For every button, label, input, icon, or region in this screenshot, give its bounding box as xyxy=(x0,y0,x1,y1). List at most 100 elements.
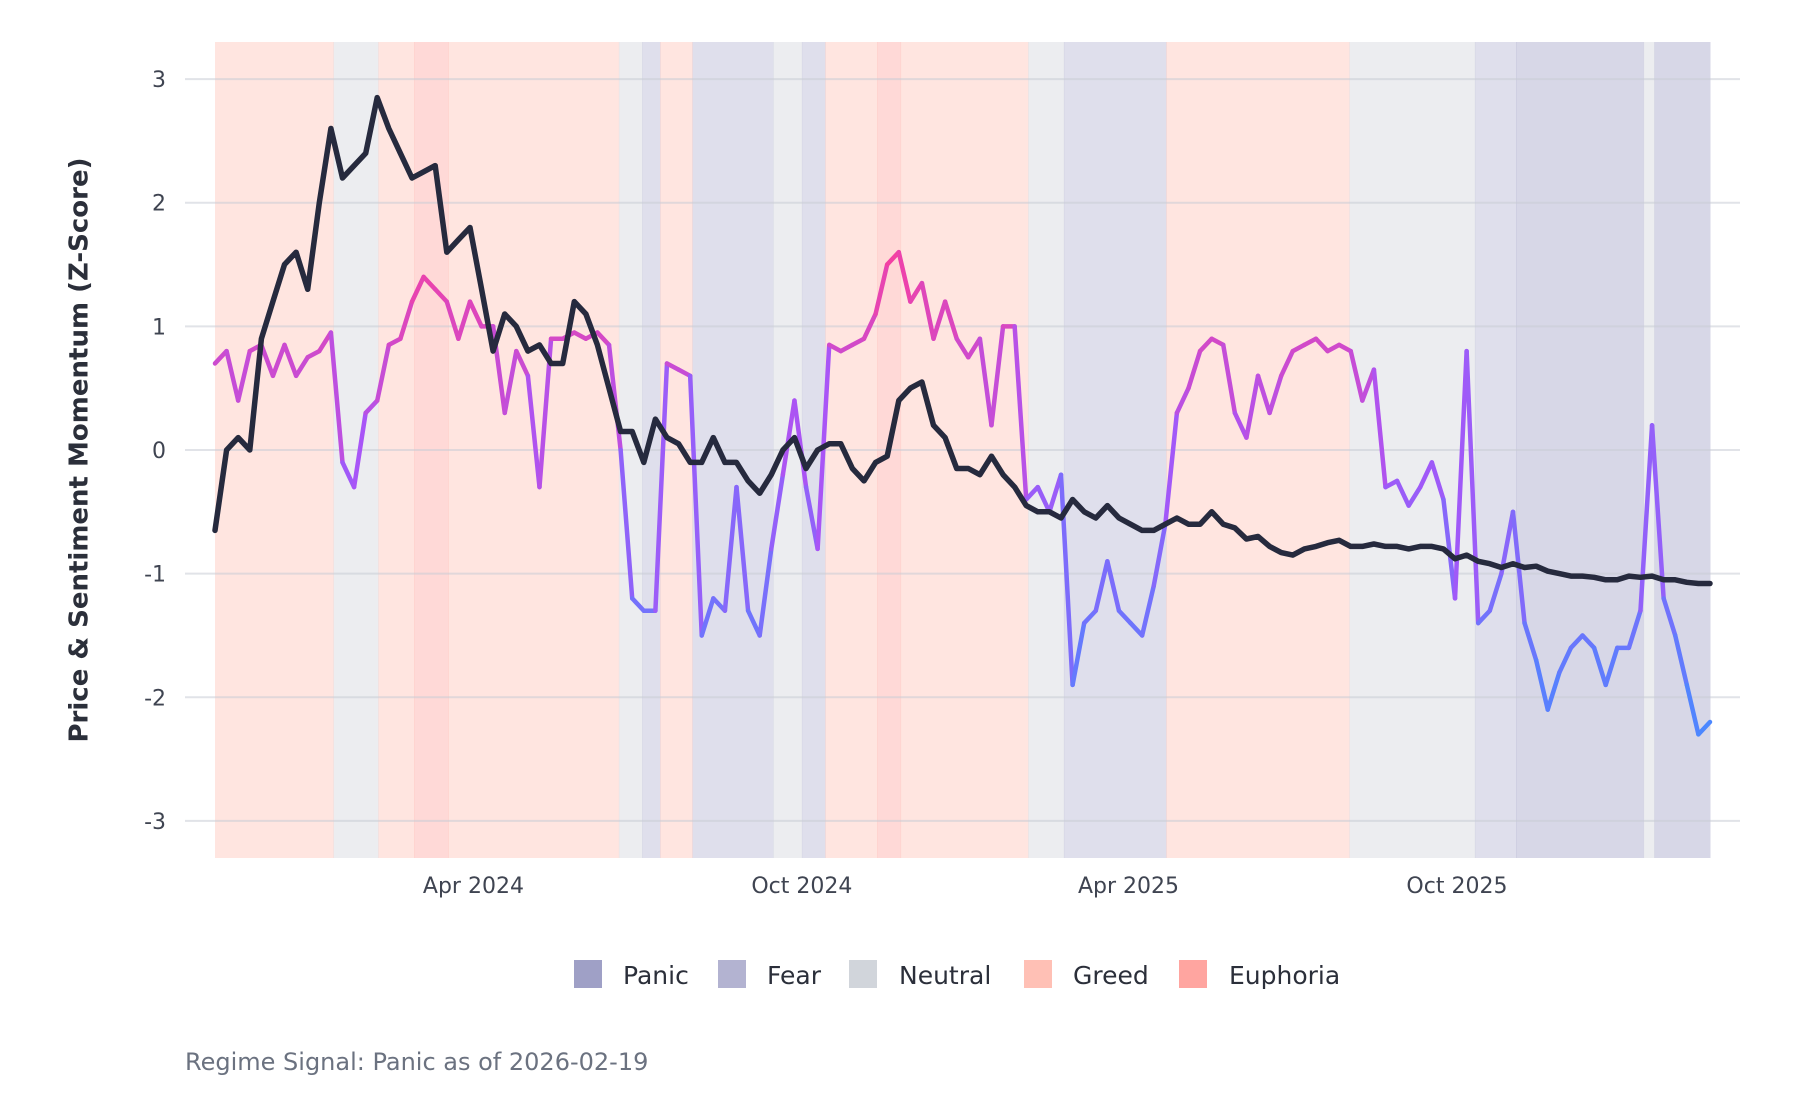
sentiment-segment xyxy=(861,311,878,341)
sentiment-segment xyxy=(502,348,519,416)
sentiment-segment xyxy=(1406,484,1423,508)
sentiment-segment xyxy=(919,280,936,341)
legend-label-neutral: Neutral xyxy=(899,961,991,990)
sentiment-segment xyxy=(942,299,959,341)
sentiment-segment xyxy=(409,274,426,304)
sentiment-segment xyxy=(1568,633,1585,651)
sentiment-segment xyxy=(1012,324,1029,502)
sentiment-segment xyxy=(1672,633,1690,688)
sentiment-segment xyxy=(780,398,797,477)
sentiment-segment xyxy=(1429,460,1446,502)
sentiment-segment xyxy=(1394,478,1411,508)
sentiment-segment xyxy=(1522,620,1539,663)
sentiment-segment xyxy=(1023,484,1041,502)
sentiment-segment xyxy=(1163,410,1180,527)
sentiment-segment xyxy=(1197,336,1214,354)
sentiment-segment xyxy=(1418,460,1435,490)
y-axis-ticks: 3 2 1 0 -1 -2 -3 xyxy=(144,68,166,835)
sentiment-segment xyxy=(1360,367,1377,403)
sentiment-segment xyxy=(1035,484,1052,515)
x-tick-label: Apr 2024 xyxy=(423,874,524,899)
x-tick-label: Oct 2025 xyxy=(1406,874,1507,899)
sentiment-segment xyxy=(1116,608,1133,626)
gridlines xyxy=(185,78,1740,822)
y-tick-label: 1 xyxy=(152,315,166,340)
legend-label-greed: Greed xyxy=(1073,961,1149,990)
legend-label-panic: Panic xyxy=(623,961,689,990)
legend-swatch-neutral xyxy=(849,960,877,988)
sentiment-segment xyxy=(1545,670,1562,712)
y-tick-label: 2 xyxy=(152,192,166,217)
sentiment-segment xyxy=(1267,373,1284,416)
sentiment-segment xyxy=(1047,472,1064,515)
sentiment-segment xyxy=(1499,509,1516,576)
sentiment-segment xyxy=(1174,385,1191,416)
sentiment-segment xyxy=(1151,521,1168,589)
sentiment-segment xyxy=(803,484,820,552)
y-tick-label: -2 xyxy=(144,686,166,711)
sentiment-segment xyxy=(769,472,786,552)
sentiment-segment xyxy=(374,342,392,403)
sentiment-segment xyxy=(653,361,670,613)
sentiment-segment xyxy=(1371,367,1388,490)
sentiment-segment xyxy=(259,342,276,379)
sentiment-segment xyxy=(1684,682,1701,737)
y-tick-label: 0 xyxy=(152,439,166,464)
sentiment-segment xyxy=(966,336,983,360)
sentiment-segment xyxy=(1591,645,1608,688)
sentiment-segment xyxy=(456,299,473,341)
sentiment-segment xyxy=(1105,559,1122,613)
y-axis-label: Price & Sentiment Momentum (Z-Score) xyxy=(65,158,95,743)
sentiment-segment xyxy=(421,274,438,292)
sentiment-segment xyxy=(873,262,890,317)
sentiment-segment xyxy=(328,330,345,465)
sentiment-segment xyxy=(1649,423,1666,601)
y-tick-label: 3 xyxy=(152,68,166,93)
sentiment-segment xyxy=(1441,497,1458,601)
sentiment-segment xyxy=(1070,620,1087,688)
sentiment-segment xyxy=(212,348,229,366)
sentiment-segment xyxy=(351,410,368,490)
price-line xyxy=(212,94,1713,587)
sentiment-segment xyxy=(908,280,925,304)
sentiment-segment xyxy=(629,596,647,613)
sentiment-segment xyxy=(444,299,461,341)
sentiment-segment xyxy=(1139,583,1156,638)
sentiment-segment xyxy=(235,348,253,403)
sentiment-segment xyxy=(270,342,287,379)
sentiment-segment xyxy=(363,398,380,416)
legend-swatch-fear xyxy=(718,960,746,988)
sentiment-segment xyxy=(595,330,612,348)
y-tick-label: -1 xyxy=(144,563,166,588)
sentiment-segment xyxy=(1313,336,1330,354)
sentiment-segment xyxy=(989,324,1006,428)
sentiment-segment xyxy=(699,596,716,638)
sentiment-segment xyxy=(722,484,739,613)
price-momentum-series xyxy=(212,94,1713,587)
sentiment-segment xyxy=(884,249,902,267)
x-tick-label: Oct 2024 xyxy=(751,874,852,899)
sentiment-segment xyxy=(1464,348,1481,626)
sentiment-segment xyxy=(398,299,415,341)
sentiment-segment xyxy=(1093,559,1110,613)
sentiment-segment xyxy=(525,373,542,490)
sentiment-segment xyxy=(1278,348,1296,379)
sentiment-segment xyxy=(467,299,484,329)
sentiment-segment xyxy=(687,373,704,638)
sentiment-segment xyxy=(1661,596,1678,638)
sentiment-segment xyxy=(293,355,310,379)
legend-label-euphoria: Euphoria xyxy=(1229,961,1340,990)
legend-label-fear: Fear xyxy=(767,961,822,990)
sentiment-segment xyxy=(1255,373,1272,416)
regime-signal-annotation: Regime Signal: Panic as of 2026-02-19 xyxy=(185,1048,648,1076)
sentiment-segment xyxy=(792,398,809,490)
sentiment-segment xyxy=(1603,645,1620,688)
sentiment-segment xyxy=(340,460,357,490)
sentiment-segment xyxy=(1232,410,1249,440)
sentiment-segment xyxy=(757,546,774,638)
sentiment-segment xyxy=(1081,608,1099,626)
sentiment-segment xyxy=(1128,620,1145,638)
sentiment-segment xyxy=(224,348,241,403)
sentiment-segment xyxy=(514,348,531,379)
legend-swatch-euphoria xyxy=(1179,960,1207,988)
